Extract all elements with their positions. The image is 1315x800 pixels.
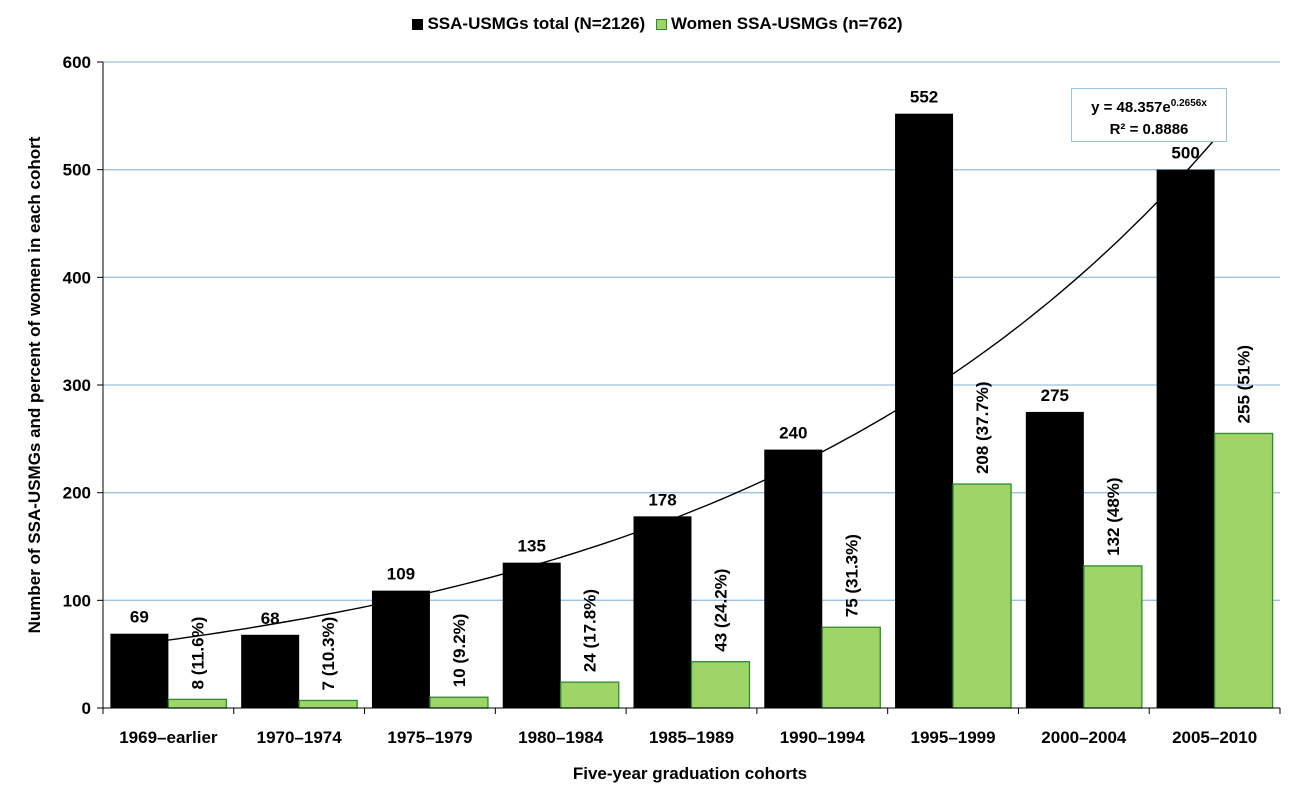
data-label-total: 552: [910, 88, 938, 107]
bar-total: [764, 449, 823, 708]
x-tick-label: 2005–2010: [1172, 728, 1257, 747]
data-label-women: 24 (17.8%): [581, 589, 600, 672]
bar-women: [1213, 432, 1274, 709]
legend-swatch-women: [655, 18, 667, 30]
trendline-layer: [168, 139, 1216, 641]
data-label-total: 178: [648, 490, 676, 509]
data-label-total: 109: [387, 565, 415, 584]
legend-swatch-total: [412, 18, 424, 30]
trendline-r2: R² = 0.8886: [1109, 121, 1189, 138]
y-tick-label: 600: [63, 53, 91, 72]
y-tick-label: 400: [63, 268, 91, 287]
bar-women: [952, 483, 1012, 709]
bar-total: [502, 562, 561, 708]
x-tick-label: 1995–1999: [911, 728, 996, 747]
y-tick-label: 500: [63, 161, 91, 180]
legend-label-women: Women SSA-USMGs (n=762): [670, 14, 903, 33]
data-label-total: 240: [779, 424, 807, 443]
data-label-women: 255 (51%): [1235, 345, 1254, 423]
data-label-women: 208 (37.7%): [973, 381, 992, 474]
y-tick-label: 300: [63, 376, 91, 395]
data-label-women: 10 (9.2%): [450, 614, 469, 688]
data-label-women: 132 (48%): [1104, 477, 1123, 555]
bar-women: [167, 698, 228, 709]
legend-label-total: SSA-USMGs total (N=2126): [427, 14, 646, 33]
bar-total: [241, 634, 300, 708]
x-tick-label: 1975–1979: [387, 728, 472, 747]
data-label-women: 8 (11.6%): [188, 617, 207, 690]
x-tick-label: 1985–1989: [649, 728, 734, 747]
data-label-women: 75 (31.3%): [842, 534, 861, 617]
x-tick-label: 1980–1984: [518, 728, 604, 747]
x-tick-label: 1970–1974: [257, 728, 343, 747]
bar-women: [1083, 565, 1143, 709]
bar-total: [371, 590, 430, 708]
x-tick-label: 1990–1994: [780, 728, 866, 747]
trendline-equation-exponent: 0.2656x: [1170, 98, 1207, 109]
trendline: [168, 139, 1216, 641]
y-tick-label: 0: [82, 699, 91, 718]
bar-women: [429, 696, 489, 709]
y-tick-label: 200: [63, 484, 91, 503]
data-label-total: 69: [130, 608, 149, 627]
bar-total: [895, 113, 954, 709]
trendline-equation-box: y = 48.357e0.2656x R² = 0.8886: [1071, 88, 1227, 142]
bar-total: [1025, 411, 1084, 708]
bar-women: [298, 699, 358, 709]
data-label-total: 135: [518, 537, 546, 556]
bars: [110, 113, 1274, 709]
bar-women: [821, 626, 881, 709]
data-labels: 69 8 (11.6%) 68 7 (10.3%) 109 10 (9.2%) 135 24 …: [130, 88, 1254, 691]
bar-total: [633, 516, 692, 708]
x-axis-title: Five-year graduation cohorts: [573, 764, 807, 783]
legend: SSA-USMGs total (N=2126) Women SSA-USMGs…: [0, 14, 1315, 35]
data-label-total: 275: [1041, 386, 1069, 405]
data-label-total: 500: [1171, 144, 1199, 163]
x-tick-label: 2000–2004: [1041, 728, 1127, 747]
data-label-women: 7 (10.3%): [319, 617, 338, 691]
x-tick-label: 1969–earlier: [119, 728, 218, 747]
y-tick-label: 100: [63, 591, 91, 610]
trendline-equation: y = 48.357e0.2656x: [1072, 93, 1226, 119]
bar-total: [1156, 169, 1215, 708]
legend-item-women: Women SSA-USMGs (n=762): [655, 14, 903, 34]
bar-women: [560, 681, 620, 709]
bar-women: [690, 661, 751, 709]
axes: 0 100 200 300 400 500 600 1969–earlier 1970–1974…: [63, 53, 1281, 747]
data-label-total: 68: [261, 609, 280, 628]
legend-item-total: SSA-USMGs total (N=2126): [412, 14, 645, 34]
y-axis-title: Number of SSA-USMGs and percent of women…: [25, 136, 44, 633]
trendline-equation-base: y = 48.357e: [1091, 99, 1171, 116]
data-label-women: 43 (24.2%): [712, 569, 731, 652]
bar-total: [110, 633, 169, 708]
